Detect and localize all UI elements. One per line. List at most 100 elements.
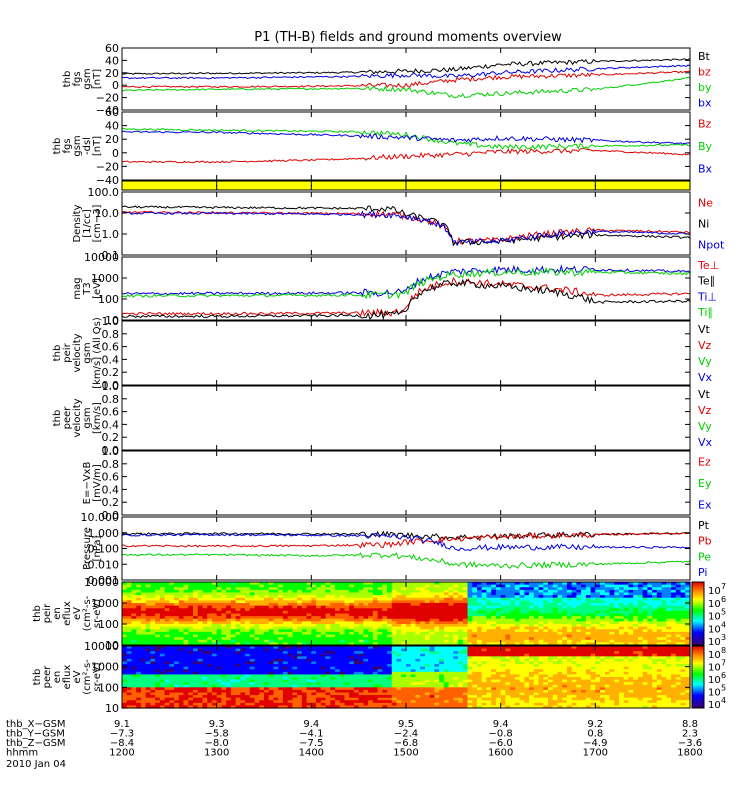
spectrogram-cell — [188, 605, 194, 609]
spectrogram-cell — [335, 616, 341, 620]
spectrogram-cell — [590, 589, 596, 594]
spectrogram-cell — [221, 621, 227, 625]
spectrogram-cell — [349, 595, 355, 599]
spectrogram-cell — [429, 702, 435, 707]
spectrogram-cell — [230, 697, 237, 701]
spectrogram-cell — [514, 589, 521, 594]
spectrogram-cell — [273, 646, 279, 650]
spectrogram-cell — [287, 597, 293, 601]
spectrogram-cell — [278, 674, 284, 678]
spectrogram-cell — [642, 587, 648, 591]
spectrogram-cell — [145, 677, 151, 681]
spectrogram-cell — [273, 648, 279, 652]
spectrogram-cell — [368, 669, 374, 673]
spectrogram-cell — [363, 584, 369, 588]
spectrogram-cell — [240, 626, 246, 630]
spectrogram-cell — [443, 700, 450, 704]
spectrogram-cell — [680, 634, 686, 638]
spectrogram-cell — [197, 610, 204, 615]
spectrogram-cell — [391, 666, 398, 670]
spectrogram-cell — [372, 600, 379, 604]
spectrogram-cell — [410, 658, 417, 663]
spectrogram-cell — [330, 605, 336, 609]
spectrogram-cell — [136, 605, 142, 609]
spectrogram-cell — [443, 629, 450, 633]
spectrogram-cell — [566, 629, 573, 633]
spectrogram-cell — [595, 595, 601, 599]
spectrogram-cell — [174, 637, 180, 641]
spectrogram-cell — [292, 582, 298, 586]
spectrogram-cell — [652, 597, 658, 601]
spectrogram-cell — [548, 595, 554, 599]
spectrogram-cell — [349, 695, 355, 699]
spectrogram-cell — [633, 597, 639, 601]
spectrogram-cell — [623, 597, 630, 601]
legend-entry: Vz — [698, 404, 712, 417]
spectrogram-cell — [647, 637, 653, 641]
spectrogram-cell — [259, 589, 265, 594]
spectrogram-cell — [221, 582, 227, 586]
spectrogram-cell — [363, 700, 369, 704]
spectrogram-cell — [633, 600, 639, 604]
spectrogram-cell — [637, 589, 644, 594]
y-tick-label: 10.0 — [95, 207, 120, 220]
spectrogram-cell — [136, 656, 142, 660]
spectrogram-cell — [363, 651, 369, 655]
spectrogram-cell — [344, 646, 350, 650]
spectrogram-cell — [415, 603, 421, 607]
spectrogram-cell — [330, 639, 336, 643]
spectrogram-cell — [538, 592, 544, 596]
spectrogram-cell — [548, 616, 554, 620]
spectrogram-cell — [363, 658, 369, 663]
spectrogram-cell — [600, 624, 606, 628]
spectrogram-cell — [623, 589, 630, 594]
spectrogram-cell — [235, 608, 241, 612]
spectrogram-cell — [448, 664, 454, 668]
spectrogram-cell — [249, 613, 256, 617]
spectrogram-cell — [349, 624, 355, 628]
spectrogram-cell — [614, 600, 620, 604]
spectrogram-cell — [122, 697, 128, 701]
spectrogram-cell — [297, 587, 303, 591]
spectrogram-cell — [226, 666, 232, 670]
spectrogram-cell — [235, 689, 241, 694]
spectrogram-cell — [491, 587, 497, 591]
spectrogram-cell — [240, 674, 246, 678]
spectrogram-cell — [188, 589, 194, 594]
spectrogram-cell — [311, 658, 317, 663]
spectrogram-cell — [202, 629, 208, 633]
spectrogram-cell — [178, 661, 185, 665]
spectrogram-cell — [519, 616, 525, 620]
spectrogram-cell — [472, 587, 478, 591]
spectrogram-cell — [235, 697, 241, 701]
spectrogram-cell — [211, 646, 218, 650]
spectrogram-cell — [131, 592, 137, 596]
spectrogram-cell — [472, 639, 478, 643]
spectrogram-cell — [363, 639, 369, 643]
spectrogram-cell — [453, 651, 459, 655]
spectrogram-cell — [268, 689, 275, 694]
spectrogram-cell — [453, 626, 459, 630]
spectrogram-cell — [566, 608, 573, 612]
spectrogram-cell — [178, 700, 185, 704]
spectrogram-cell — [562, 626, 568, 630]
spectrogram-cell — [642, 608, 648, 612]
spectrogram-cell — [226, 700, 232, 704]
spectrogram-cell — [254, 651, 260, 655]
spectrogram-cell — [287, 592, 293, 596]
spectrogram-cell — [150, 642, 156, 646]
spectrogram-cell — [538, 584, 544, 588]
spectrogram-cell — [320, 605, 327, 609]
y-tick-label: 0.0 — [102, 444, 120, 457]
spectrogram-cell — [462, 603, 469, 607]
spectrogram-cell — [434, 648, 440, 652]
spectrogram-cell — [652, 616, 658, 620]
spectrogram-cell — [273, 664, 279, 668]
spectrogram-cell — [637, 595, 644, 599]
spectrogram-cell — [439, 616, 445, 620]
spectrogram-cell — [505, 621, 511, 625]
spectrogram-cell — [226, 603, 232, 607]
spectrogram-cell — [245, 646, 251, 650]
spectrogram-cell — [254, 603, 260, 607]
spectrogram-cell — [178, 695, 185, 699]
